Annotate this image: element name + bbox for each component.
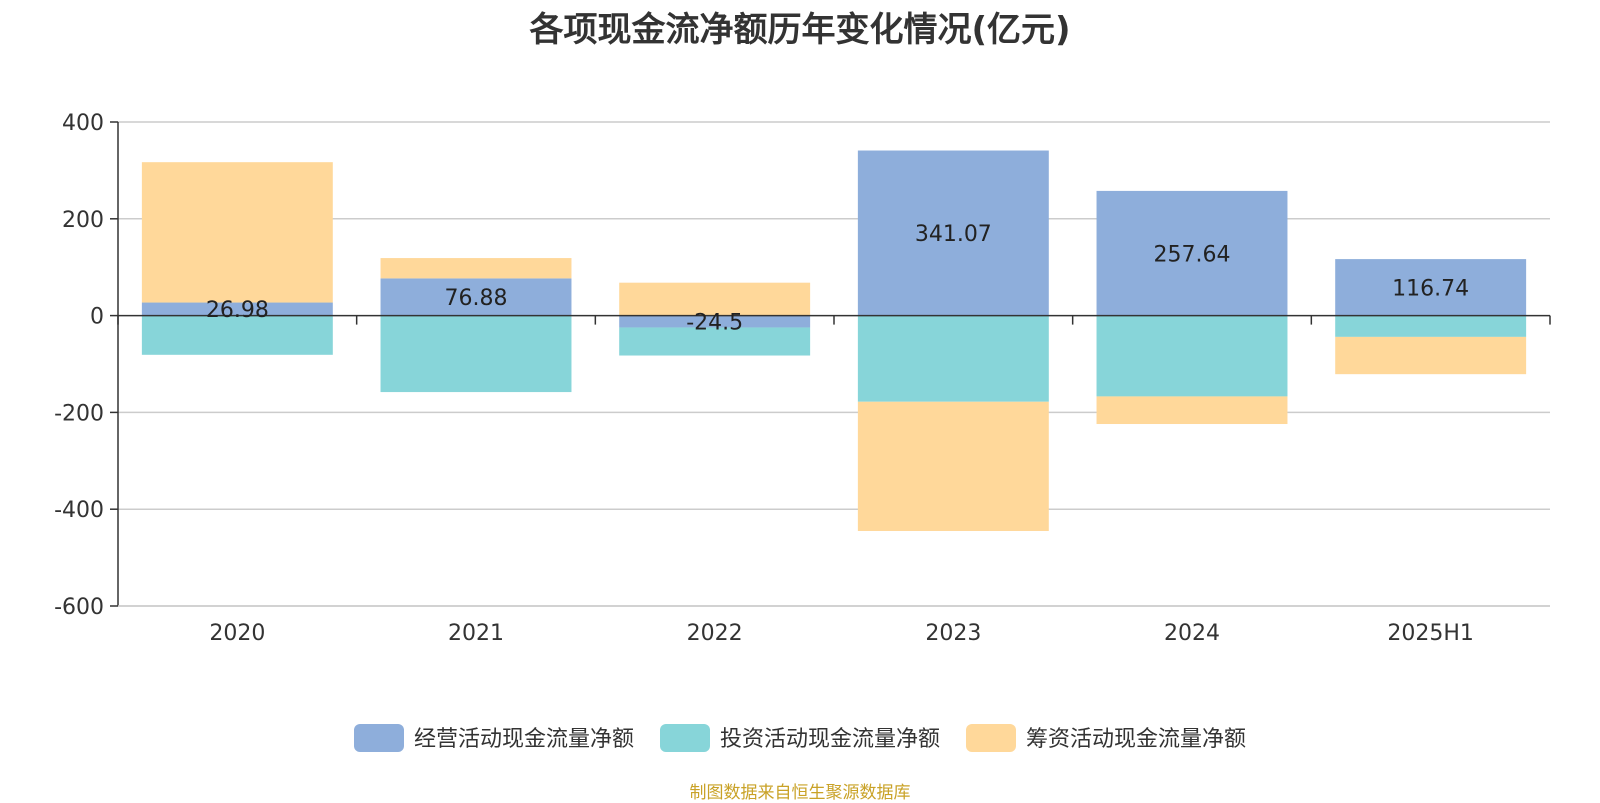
bar-2023-series-0 xyxy=(857,150,1049,316)
y-tick-label-1: 200 xyxy=(62,208,104,233)
y-tick-label-2: 0 xyxy=(90,305,104,330)
source-note: 制图数据来自恒生聚源数据库 xyxy=(689,783,911,803)
data-label-2024: 257.64 xyxy=(1154,242,1231,267)
bar-2024-series-2 xyxy=(1096,396,1288,425)
bar-2020-series-1 xyxy=(141,315,333,355)
axes-layer: 400 200 0 -200 -400 -600 2020 2021 2022 2023 2024 2… xyxy=(54,111,1551,646)
bar-2021-series-2 xyxy=(380,258,572,279)
legend-label-2: 筹资活动现金流量净额 xyxy=(1026,727,1246,752)
data-labels-layer: 26.98 76.88 -24.5 341.07 257.64 116.74 xyxy=(206,222,1469,335)
bar-2025H1-series-2 xyxy=(1335,336,1527,375)
data-label-2022: -24.5 xyxy=(686,311,743,336)
bar-2020-series-2 xyxy=(141,162,333,303)
bar-2022-series-2 xyxy=(619,282,811,316)
legend-swatch-1 xyxy=(660,724,710,752)
legend-label-1: 投资活动现金流量净额 xyxy=(720,727,940,752)
data-label-2021: 76.88 xyxy=(445,286,508,311)
x-tick-label-2: 2022 xyxy=(687,621,743,646)
grid-lines xyxy=(118,121,1550,607)
bar-2023-series-1 xyxy=(857,315,1049,402)
bar-2022-series-0 xyxy=(619,315,811,328)
x-tick-label-3: 2023 xyxy=(925,621,981,646)
y-tick-label-4: -400 xyxy=(54,498,104,523)
bar-2024-series-0 xyxy=(1096,190,1288,316)
x-tick-label-4: 2024 xyxy=(1164,621,1220,646)
bar-2022-series-1 xyxy=(619,327,811,356)
bars-layer xyxy=(141,150,1527,531)
bar-2020-series-0 xyxy=(141,302,333,316)
bar-2023-series-2 xyxy=(857,401,1049,531)
data-label-2020: 26.98 xyxy=(206,298,269,323)
y-tick-label-0: 400 xyxy=(62,111,104,136)
legend-label-0: 经营活动现金流量净额 xyxy=(414,727,634,752)
legend-swatch-2 xyxy=(966,724,1016,752)
bar-2021-series-0 xyxy=(380,278,572,316)
bar-2025H1-series-0 xyxy=(1335,259,1527,316)
legend-swatch-0 xyxy=(354,724,404,752)
bar-2025H1-series-1 xyxy=(1335,315,1527,337)
y-tick-label-3: -200 xyxy=(54,401,104,426)
legend: 经营活动现金流量净额 投资活动现金流量净额 筹资活动现金流量净额 xyxy=(354,724,1246,752)
x-tick-label-0: 2020 xyxy=(209,621,265,646)
bar-2024-series-1 xyxy=(1096,315,1288,397)
data-label-2025H1: 116.74 xyxy=(1392,276,1469,301)
x-tick-label-1: 2021 xyxy=(448,621,504,646)
y-tick-label-5: -600 xyxy=(54,595,104,620)
bar-2021-series-1 xyxy=(380,315,572,393)
data-label-2023: 341.07 xyxy=(915,222,992,247)
x-tick-label-5: 2025H1 xyxy=(1387,621,1474,646)
chart-title: 各项现金流净额历年变化情况(亿元) xyxy=(529,10,1071,50)
